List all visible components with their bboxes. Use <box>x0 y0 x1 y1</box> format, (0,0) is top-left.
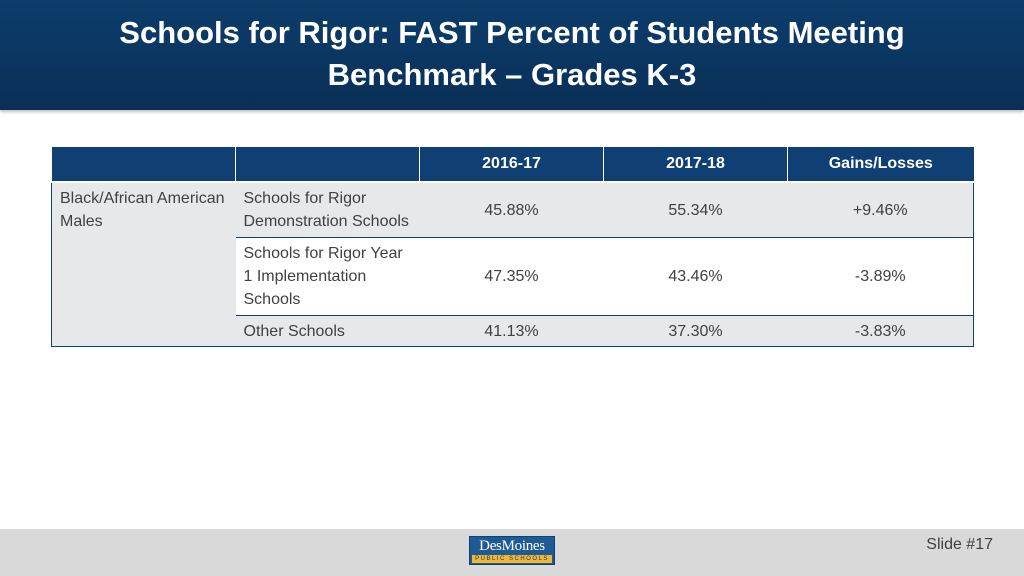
logo-sub-text: PUBLIC SCHOOLS <box>472 555 552 563</box>
row-label: Schools for Rigor Year 1 Implementation … <box>235 237 420 316</box>
logo-main-text: DesMoines <box>479 538 545 554</box>
table-row: Schools for Rigor Year 1 Implementation … <box>52 237 974 316</box>
value-gain-loss: -3.89% <box>787 237 974 316</box>
value-2016-17: 47.35% <box>419 237 604 316</box>
value-gain-loss: +9.46% <box>787 182 974 238</box>
column-header-group <box>51 147 236 183</box>
value-2017-18: 43.46% <box>603 237 788 316</box>
title-line-1: Schools for Rigor: FAST Percent of Stude… <box>119 15 905 50</box>
table-header-row: 2016-17 2017-18 Gains/Losses <box>51 147 974 183</box>
column-header-2016-17: 2016-17 <box>419 147 604 183</box>
column-header-2017-18: 2017-18 <box>603 147 788 183</box>
row-label: Schools for Rigor Demonstration Schools <box>235 182 420 238</box>
title-line-2: Benchmark – Grades K-3 <box>327 57 697 92</box>
slide-title: Schools for Rigor: FAST Percent of Stude… <box>62 12 962 96</box>
data-table: 2016-17 2017-18 Gains/Losses Black/Afric… <box>51 147 974 347</box>
data-table-container: 2016-17 2017-18 Gains/Losses Black/Afric… <box>51 147 974 347</box>
des-moines-public-schools-logo: DesMoines PUBLIC SCHOOLS <box>469 536 555 565</box>
value-2016-17: 45.88% <box>419 182 604 238</box>
column-header-school <box>235 147 420 183</box>
value-gain-loss: -3.83% <box>787 315 974 347</box>
value-2016-17: 41.13% <box>419 315 604 347</box>
table-row: Other Schools 41.13% 37.30% -3.83% <box>52 315 974 347</box>
row-label: Other Schools <box>235 315 420 347</box>
slide-number: Slide #17 <box>926 536 993 553</box>
column-header-gains-losses: Gains/Losses <box>787 147 974 183</box>
value-2017-18: 55.34% <box>603 182 788 238</box>
value-2017-18: 37.30% <box>603 315 788 347</box>
group-label-cell: Black/African American Males <box>51 182 236 347</box>
title-banner: Schools for Rigor: FAST Percent of Stude… <box>0 0 1024 110</box>
table-row: Black/African American Males Schools for… <box>51 182 974 347</box>
